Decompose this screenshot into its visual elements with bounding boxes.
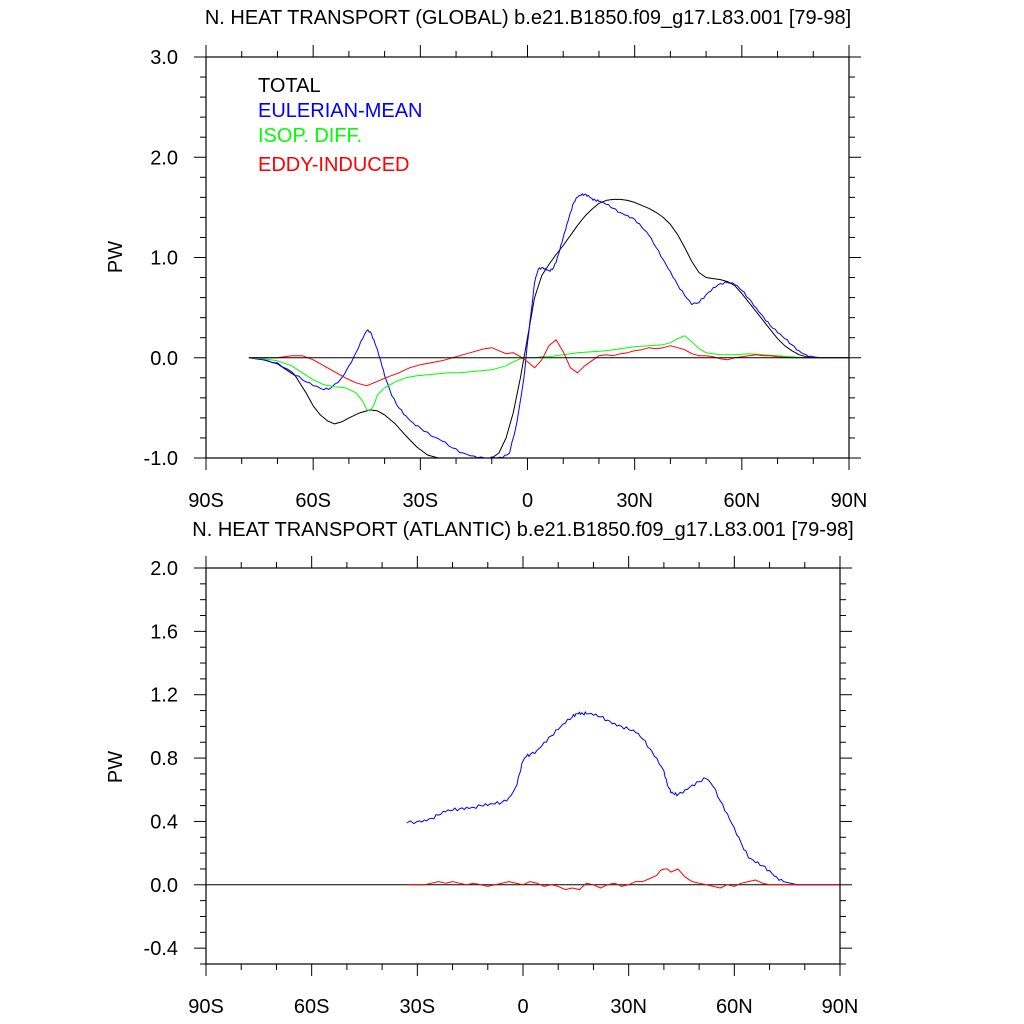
legend-total: TOTAL bbox=[258, 75, 321, 97]
x-tick-label: 90S bbox=[188, 490, 224, 512]
atlantic-heat-transport-chart: N. HEAT TRANSPORT (ATLANTIC) b.e21.B1850… bbox=[105, 519, 858, 1018]
global-heat-transport-chart: N. HEAT TRANSPORT (GLOBAL) b.e21.B1850.f… bbox=[105, 7, 867, 512]
x-tick-label: 0 bbox=[522, 490, 533, 512]
y-tick-label: 2.0 bbox=[150, 147, 178, 169]
x-tick-label: 60S bbox=[295, 490, 331, 512]
y-tick-label: 1.2 bbox=[150, 685, 178, 707]
y-tick-label: 3.0 bbox=[150, 47, 178, 69]
global-plot-area bbox=[248, 193, 849, 458]
series-line-eddy-induced bbox=[406, 868, 840, 891]
legend-eulerian-mean: EULERIAN-MEAN bbox=[258, 100, 422, 122]
x-tick-label: 60S bbox=[294, 996, 330, 1018]
atlantic-ticks bbox=[194, 556, 852, 976]
series-line-total bbox=[248, 198, 849, 458]
global-ticks bbox=[194, 45, 861, 470]
atlantic-plot-area bbox=[206, 711, 840, 891]
x-tick-label: 90N bbox=[831, 490, 868, 512]
global-tick-labels: 90S 60S 30S 0 30N 60N 90N -1.0 0.0 1.0 2.0 3.0 bbox=[144, 47, 868, 512]
legend-isop-diff: ISOP. DIFF. bbox=[258, 125, 362, 147]
y-tick-label: -0.4 bbox=[144, 938, 178, 960]
atlantic-chart-title: N. HEAT TRANSPORT (ATLANTIC) b.e21.B1850… bbox=[192, 519, 853, 541]
y-tick-label: 1.6 bbox=[150, 621, 178, 643]
x-tick-label: 30S bbox=[400, 996, 436, 1018]
x-tick-label: 30N bbox=[610, 996, 647, 1018]
y-tick-label: 0.8 bbox=[150, 748, 178, 770]
y-tick-label: 2.0 bbox=[150, 558, 178, 580]
series-line-eulerian-mean bbox=[248, 193, 849, 458]
legend-eddy-induced: EDDY-INDUCED bbox=[258, 154, 410, 176]
atlantic-plot-frame bbox=[205, 567, 841, 965]
atlantic-y-axis-label: PW bbox=[105, 751, 127, 783]
x-tick-label: 30N bbox=[616, 490, 653, 512]
atlantic-tick-labels: 90S 60S 30S 0 30N 60N 90N -0.4 0.0 0.4 0.8 1.2 1.6 2.… bbox=[144, 558, 859, 1018]
x-tick-label: 90N bbox=[822, 996, 859, 1018]
y-tick-label: 0.0 bbox=[150, 348, 178, 370]
y-tick-label: -1.0 bbox=[144, 448, 178, 470]
x-tick-label: 0 bbox=[517, 996, 528, 1018]
x-tick-label: 60N bbox=[716, 996, 753, 1018]
global-y-axis-label: PW bbox=[105, 241, 127, 273]
y-tick-label: 0.4 bbox=[150, 811, 178, 833]
global-chart-title: N. HEAT TRANSPORT (GLOBAL) b.e21.B1850.f… bbox=[205, 7, 851, 29]
global-plot-frame bbox=[205, 56, 850, 459]
x-tick-label: 90S bbox=[188, 996, 224, 1018]
global-legend: TOTAL EULERIAN-MEAN ISOP. DIFF. EDDY-IND… bbox=[258, 75, 422, 176]
series-line-eulerian-mean bbox=[406, 711, 840, 886]
y-tick-label: 0.0 bbox=[150, 875, 178, 897]
series-line-isop-diff bbox=[248, 335, 849, 412]
x-tick-label: 30S bbox=[403, 490, 439, 512]
series-line-eddy-induced bbox=[248, 339, 849, 387]
x-tick-label: 60N bbox=[723, 490, 760, 512]
y-tick-label: 1.0 bbox=[150, 248, 178, 270]
